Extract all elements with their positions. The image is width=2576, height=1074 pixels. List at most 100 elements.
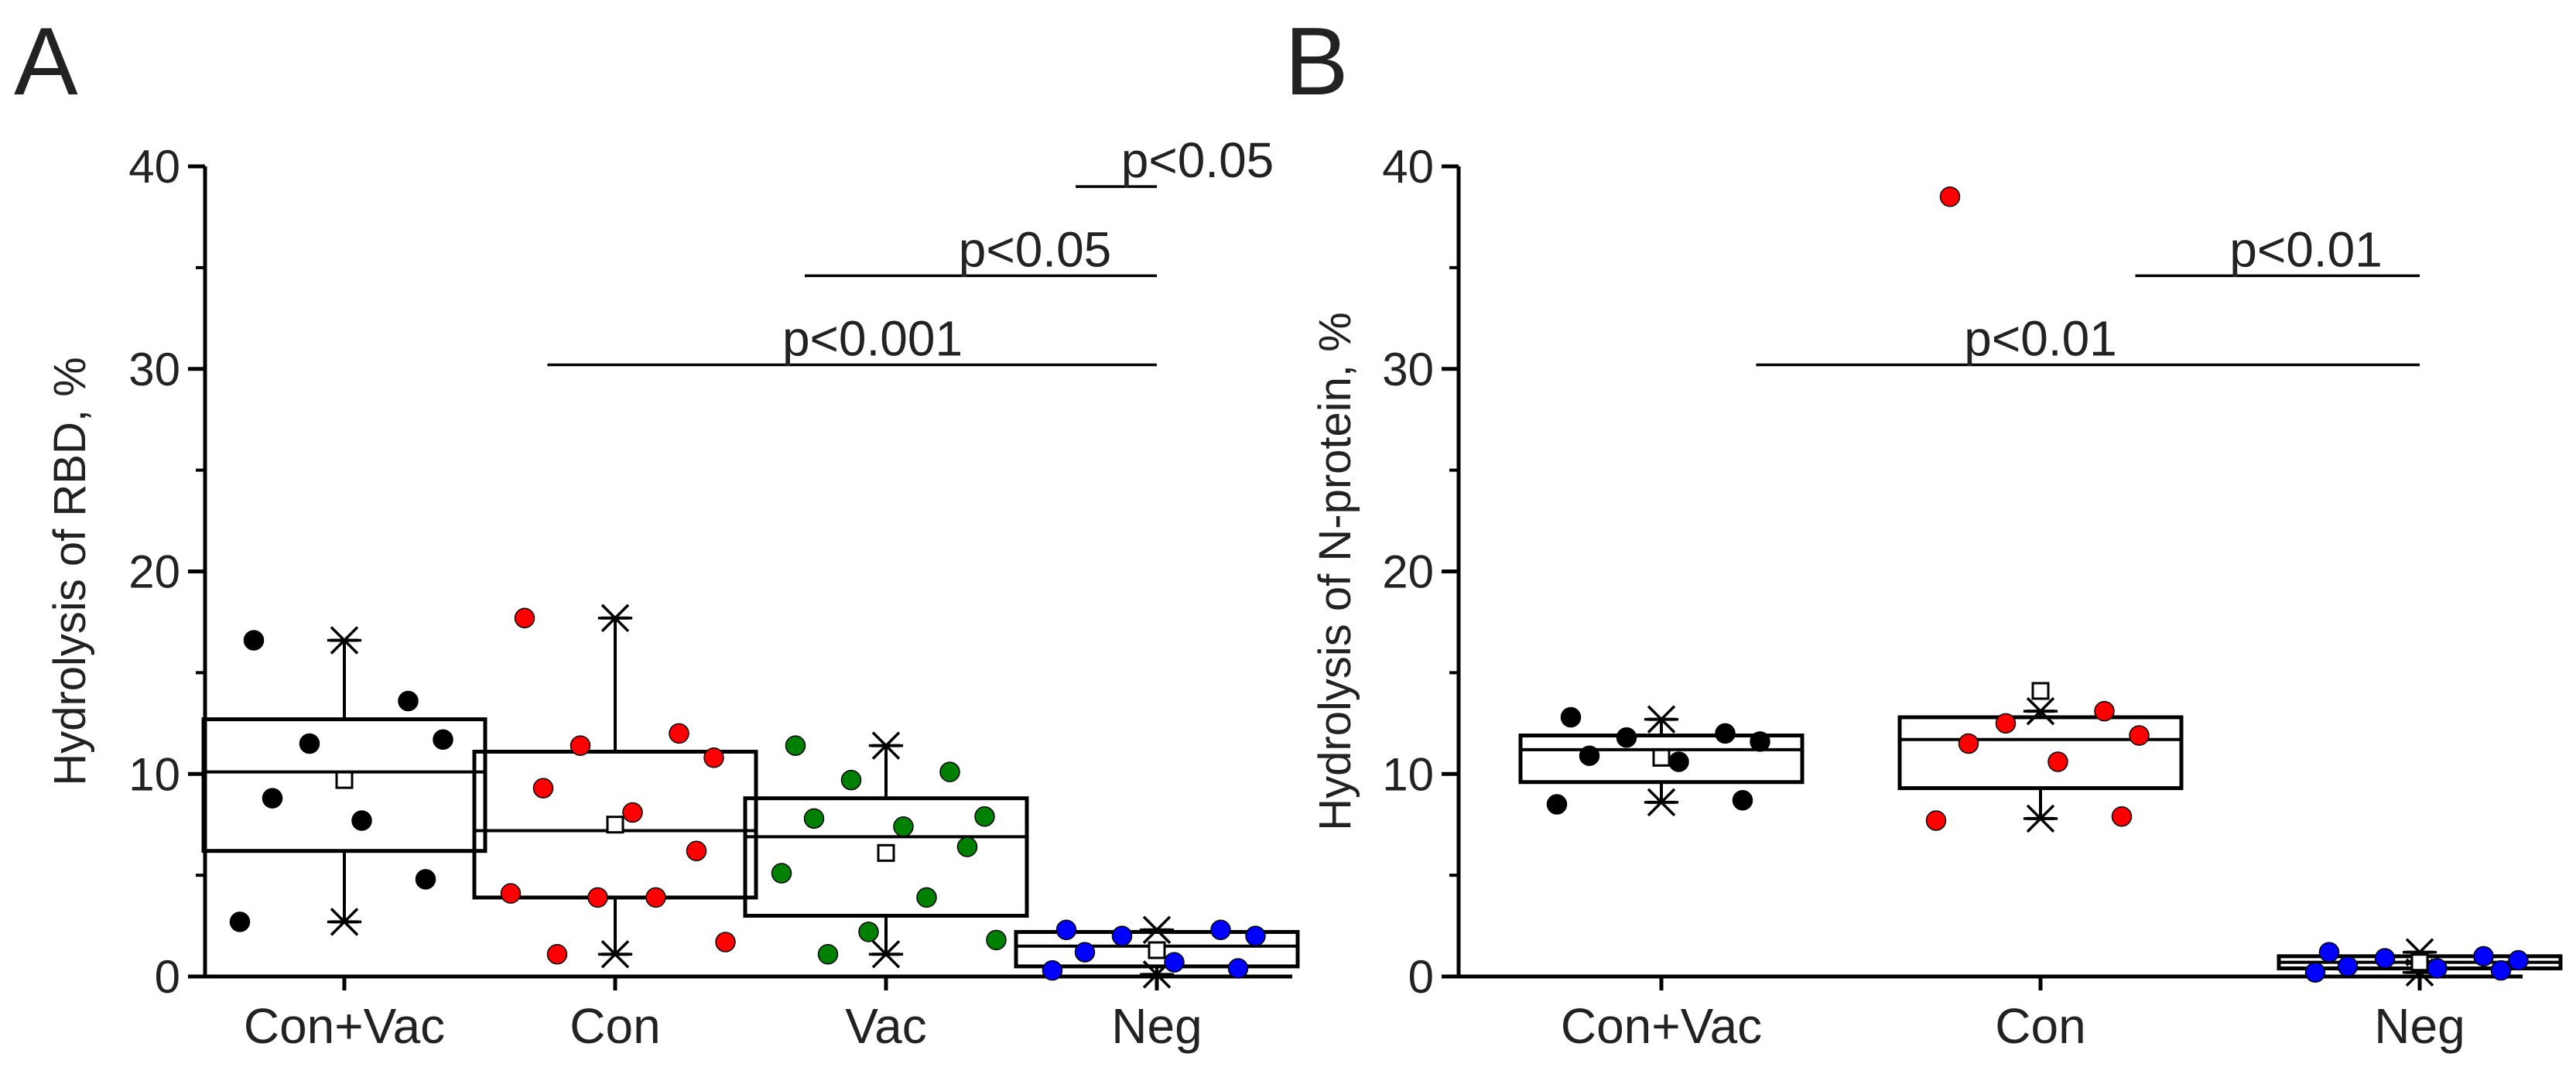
- data-point: [1055, 919, 1077, 941]
- panel-b-chart: 0 10 20 30 40 Hydrolysis of N-protein, % Con+V…: [1310, 141, 2563, 1054]
- data-point: [299, 733, 320, 754]
- x-tick-label: Con: [570, 998, 660, 1054]
- data-point: [840, 769, 862, 791]
- y-tick-label: 20: [128, 546, 180, 598]
- data-point: [1546, 794, 1568, 815]
- extreme-marker: [868, 731, 904, 760]
- extreme-marker: [2023, 804, 2058, 833]
- extreme-marker: [1644, 788, 1679, 817]
- data-point: [1616, 727, 1637, 748]
- mean-marker: [1652, 748, 1671, 767]
- data-point: [433, 729, 453, 751]
- data-point: [669, 723, 689, 744]
- data-point: [2473, 946, 2494, 967]
- data-point: [817, 943, 839, 965]
- data-point: [1210, 919, 1231, 941]
- data-point: [2094, 700, 2115, 722]
- y-tick-label: 20: [1382, 546, 1434, 598]
- data-point: [974, 806, 995, 827]
- y-axis-title: Hydrolysis of RBD, %: [45, 357, 95, 785]
- data-point: [1560, 706, 1582, 728]
- significance-label: p<0.01: [1964, 311, 2117, 367]
- x-tick-label: Con: [1995, 998, 2085, 1054]
- significance-label: p<0.01: [2229, 221, 2383, 277]
- mean-marker: [335, 771, 354, 789]
- data-point: [2318, 942, 2340, 963]
- y-tick-label: 30: [128, 344, 180, 395]
- data-point: [587, 887, 608, 908]
- iqr-box: [1014, 929, 1300, 969]
- extreme-marker: [868, 939, 904, 969]
- data-point: [771, 863, 792, 884]
- data-point: [645, 887, 666, 908]
- data-point: [1579, 745, 1600, 766]
- x-tick-label: Vac: [845, 998, 927, 1054]
- y-tick-label: 30: [1382, 344, 1434, 395]
- data-point: [2374, 948, 2396, 969]
- iqr-box: [472, 749, 758, 900]
- y-tick-label: 40: [128, 141, 180, 193]
- data-point: [2111, 806, 2133, 827]
- data-point: [2304, 962, 2326, 983]
- data-point: [570, 735, 591, 756]
- iqr-box: [743, 796, 1029, 918]
- data-point: [500, 883, 522, 904]
- data-point: [1732, 790, 1753, 811]
- data-point: [229, 912, 251, 932]
- data-point: [893, 816, 914, 837]
- y-tick-label: 10: [128, 748, 180, 800]
- significance-label: p<0.001: [782, 311, 963, 367]
- data-point: [2490, 959, 2512, 981]
- mean-marker: [606, 816, 624, 834]
- data-point: [939, 761, 960, 782]
- mean-marker: [2031, 682, 2050, 700]
- data-point: [1164, 952, 1185, 973]
- data-point: [686, 840, 707, 861]
- mean-marker: [1148, 941, 1166, 959]
- data-point: [1074, 942, 1096, 963]
- data-point: [1958, 733, 1979, 754]
- data-point: [715, 932, 736, 953]
- data-point: [1925, 810, 1947, 831]
- extreme-marker: [597, 604, 633, 632]
- data-point: [514, 607, 535, 628]
- data-point: [546, 943, 568, 965]
- extreme-marker: [327, 626, 362, 655]
- x-tick-label: Con+Vac: [1561, 998, 1762, 1054]
- significance-label: p<0.05: [959, 221, 1112, 277]
- data-point: [2047, 751, 2068, 772]
- mean-marker: [877, 843, 895, 862]
- mean-marker: [2410, 953, 2429, 972]
- data-point: [1111, 925, 1133, 946]
- y-tick-label: 40: [1382, 141, 1434, 193]
- data-point: [2508, 949, 2529, 971]
- extreme-marker: [1644, 705, 1679, 734]
- data-point: [1995, 713, 2017, 734]
- panel-a-chart: 0 10 20 30 40 Hydrolysis of RBD, % Con+Vac Con V…: [45, 132, 1300, 1054]
- iqr-box: [201, 717, 487, 853]
- y-axis-title: Hydrolysis of N-protein, %: [1310, 312, 1360, 830]
- extreme-marker: [597, 939, 633, 969]
- data-point: [262, 788, 283, 809]
- data-point: [703, 747, 724, 768]
- data-point: [351, 810, 372, 831]
- data-point: [1668, 751, 1689, 772]
- extreme-marker: [1139, 915, 1175, 945]
- x-tick-label: Neg: [1111, 998, 1202, 1054]
- y-tick-label: 0: [1408, 951, 1434, 1003]
- iqr-box: [1518, 734, 1805, 785]
- data-point: [532, 778, 554, 799]
- x-tick-label: Con+Vac: [244, 998, 445, 1054]
- iqr-box: [1897, 715, 2184, 791]
- data-point: [785, 735, 806, 756]
- y-tick-label: 10: [1382, 748, 1434, 800]
- panel-b-letter: B: [1285, 9, 1349, 115]
- data-point: [956, 836, 978, 857]
- data-point: [986, 929, 1007, 951]
- data-point: [243, 630, 265, 651]
- data-point: [1750, 731, 1770, 752]
- data-point: [1042, 959, 1063, 981]
- data-point: [2427, 958, 2448, 979]
- y-tick-label: 0: [155, 951, 180, 1003]
